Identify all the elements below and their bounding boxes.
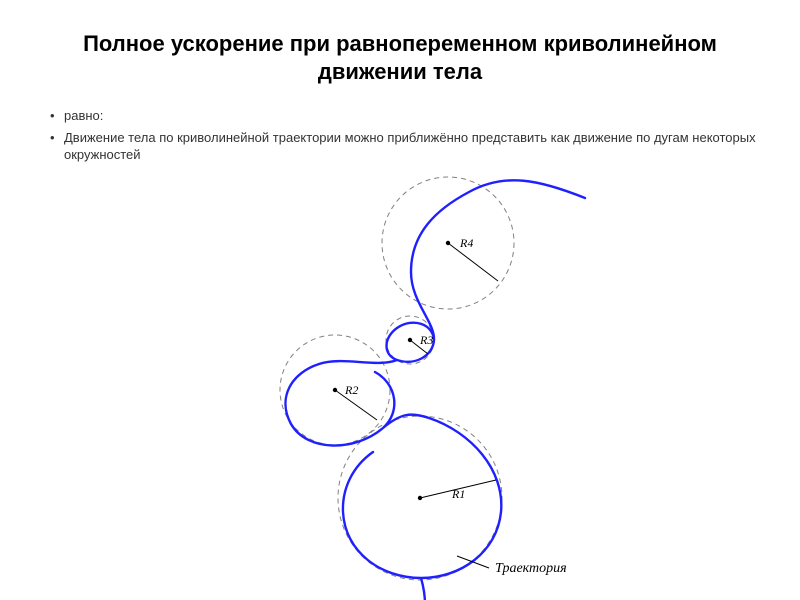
trajectory-curve [286,180,585,600]
radius-label: R3 [419,333,433,347]
trajectory-pointer [457,556,489,568]
trajectory-label: Траектория [495,561,567,576]
radius-label: R1 [451,487,465,501]
trajectory-diagram: R4 R3 R2 R1 Траектория [225,180,605,600]
bullet-item: Движение тела по криволинейной траектори… [50,129,758,164]
radius-label: R4 [459,236,473,250]
bullet-list: равно: Движение тела по криволинейной тр… [42,107,758,164]
radius-label: R2 [344,383,358,397]
osculating-circles [280,177,514,580]
slide-title: Полное ускорение при равнопеременном кри… [42,30,758,85]
bullet-item: равно: [50,107,758,125]
circle-annotations: R4 R3 R2 R1 [333,236,498,501]
